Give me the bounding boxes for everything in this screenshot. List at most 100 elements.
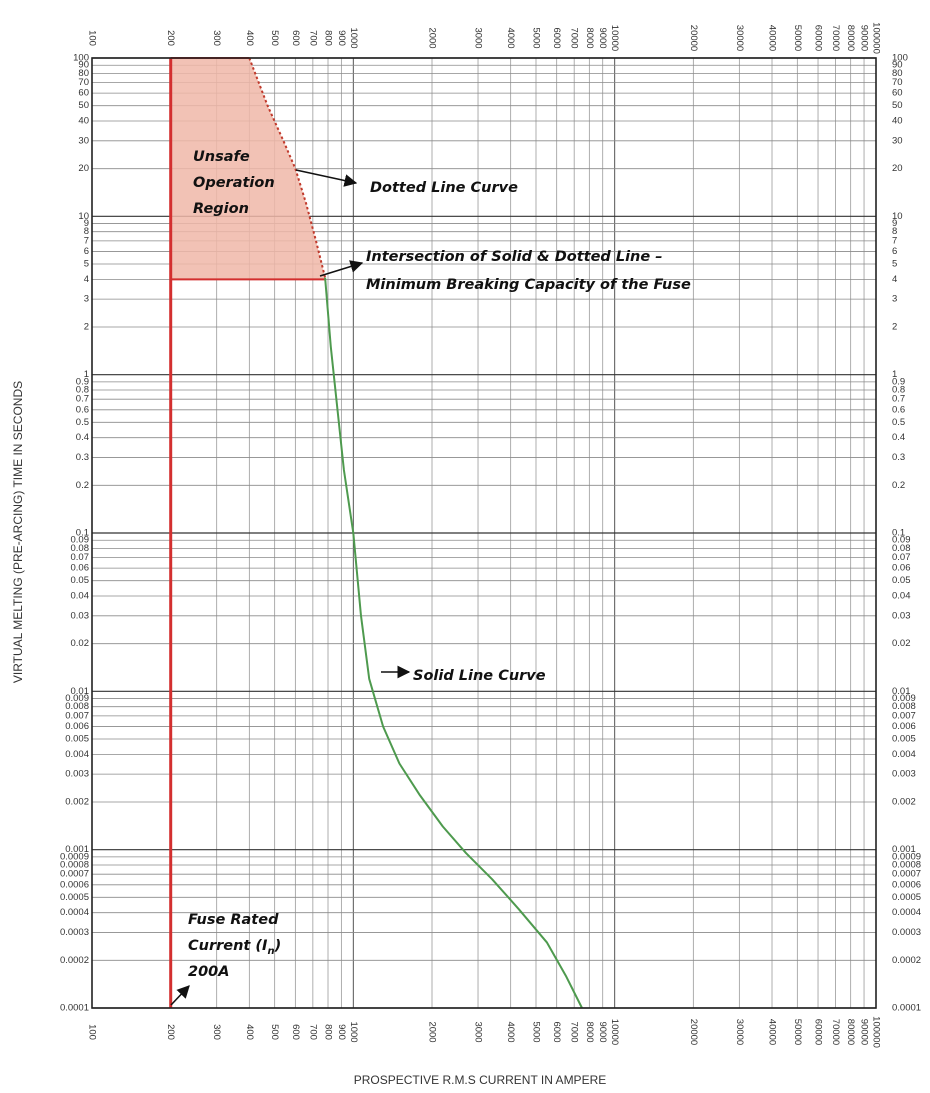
arrow-intersection — [319, 260, 364, 277]
x-tick-top-14: 6000 — [551, 27, 562, 48]
y-tick-left-52: 80 — [78, 68, 89, 79]
y-tick-left-38: 3 — [84, 294, 89, 305]
y-tick-left-46: 20 — [78, 163, 89, 174]
y-tick-left-30: 0.4 — [76, 432, 89, 443]
x-tick-bottom-5: 600 — [290, 1024, 301, 1040]
x-tick-bottom-2: 300 — [211, 1024, 222, 1040]
x-tick-bottom-19: 20000 — [688, 1019, 699, 1045]
x-tick-top-8: 900 — [336, 30, 347, 46]
series-layer — [169, 57, 583, 1009]
y-tick-left-14: 0.006 — [65, 721, 89, 732]
y-tick-left-37: 2 — [84, 322, 89, 333]
y-tick-right-49: 50 — [892, 100, 903, 111]
x-tick-bottom-4: 500 — [269, 1024, 280, 1040]
x-tick-bottom-9: 1000 — [348, 1021, 359, 1042]
y-tick-left-44: 9 — [84, 218, 89, 229]
y-tick-right-46: 20 — [892, 163, 903, 174]
y-tick-left-43: 8 — [84, 226, 89, 237]
x-tick-bottom-24: 70000 — [830, 1019, 841, 1045]
y-tick-right-41: 6 — [892, 246, 897, 257]
y-tick-right-17: 0.009 — [892, 693, 916, 704]
y-tick-right-50: 60 — [892, 88, 903, 99]
y-tick-right-1: 0.0002 — [892, 955, 921, 966]
y-tick-left-29: 0.3 — [76, 452, 89, 463]
y-tick-right-3: 0.0004 — [892, 907, 921, 918]
y-tick-right-27: 0.1 — [892, 528, 905, 539]
y-tick-left-36: 1 — [84, 369, 89, 380]
x-tick-bottom-1: 200 — [165, 1024, 176, 1040]
annotation-dotted-curve: Dotted Line Curve — [370, 180, 518, 196]
y-tick-right-53: 90 — [892, 60, 903, 71]
y-axis-label: VIRTUAL MELTING (PRE-ARCING) TIME IN SEC… — [11, 381, 25, 683]
y-tick-right-26: 0.09 — [892, 535, 911, 546]
y-tick-left-18: 0.01 — [71, 686, 90, 697]
y-tick-left-3: 0.0004 — [60, 907, 89, 918]
y-tick-left-50: 60 — [78, 88, 89, 99]
x-tick-top-26: 90000 — [859, 25, 870, 51]
arrow-dotted-curve — [295, 169, 358, 187]
x-tick-bottom-16: 8000 — [584, 1021, 595, 1042]
y-tick-left-34: 0.8 — [76, 385, 89, 396]
y-tick-left-10: 0.002 — [65, 797, 89, 808]
y-tick-left-48: 40 — [78, 116, 89, 127]
y-tick-right-38: 3 — [892, 294, 897, 305]
x-tick-bottom-18: 10000 — [609, 1019, 620, 1045]
x-tick-bottom-20: 30000 — [734, 1019, 745, 1045]
y-tick-left-17: 0.009 — [65, 693, 89, 704]
y-tick-left-0: 0.0001 — [60, 1003, 89, 1014]
x-tick-top-13: 5000 — [530, 27, 541, 48]
y-tick-right-36: 1 — [892, 369, 897, 380]
y-tick-right-11: 0.003 — [892, 769, 916, 780]
y-tick-left-32: 0.6 — [76, 404, 89, 415]
y-tick-left-45: 10 — [78, 211, 89, 222]
y-tick-right-54: 100 — [892, 53, 908, 64]
y-tick-right-31: 0.5 — [892, 417, 905, 428]
x-tick-top-5: 600 — [290, 30, 301, 46]
annotation-unsafe-1: Unsafe — [193, 149, 250, 165]
x-tick-top-18: 10000 — [609, 25, 620, 51]
y-tick-left-11: 0.003 — [65, 769, 89, 780]
y-tick-right-25: 0.08 — [892, 543, 911, 554]
x-tick-bottom-26: 90000 — [859, 1019, 870, 1045]
annotation-fuse-current: Current (I — [188, 938, 268, 954]
y-tick-left-39: 4 — [84, 274, 89, 285]
y-tick-right-40: 5 — [892, 258, 897, 269]
y-tick-left-53: 90 — [78, 60, 89, 71]
y-tick-left-33: 0.7 — [76, 394, 89, 405]
y-tick-right-39: 4 — [892, 274, 897, 285]
x-tick-top-6: 700 — [307, 30, 318, 46]
y-tick-right-7: 0.0008 — [892, 860, 921, 871]
x-tick-top-25: 80000 — [845, 25, 856, 51]
x-tick-bottom-0: 100 — [87, 1024, 98, 1040]
y-tick-left-23: 0.06 — [71, 563, 90, 574]
x-tick-top-24: 70000 — [830, 25, 841, 51]
x-tick-top-22: 50000 — [792, 25, 803, 51]
y-tick-left-31: 0.5 — [76, 417, 89, 428]
series-line-1 — [324, 277, 583, 1009]
y-tick-left-1: 0.0002 — [60, 955, 89, 966]
y-tick-left-35: 0.9 — [76, 376, 89, 387]
y-tick-left-21: 0.04 — [71, 591, 90, 602]
x-tick-top-10: 2000 — [427, 27, 438, 48]
x-tick-bottom-27: 100000 — [871, 1016, 882, 1048]
y-tick-left-8: 0.0009 — [60, 851, 89, 862]
y-tick-right-18: 0.01 — [892, 686, 911, 697]
y-tick-left-47: 30 — [78, 135, 89, 146]
y-tick-left-40: 5 — [84, 258, 89, 269]
x-tick-top-3: 400 — [244, 30, 255, 46]
series-line-0 — [248, 57, 327, 278]
x-tick-top-2: 300 — [211, 30, 222, 46]
annotation-fuse-subscript: n — [267, 946, 274, 957]
y-tick-right-15: 0.007 — [892, 710, 916, 721]
x-tick-bottom-12: 4000 — [505, 1021, 516, 1042]
x-tick-bottom-25: 80000 — [845, 1019, 856, 1045]
y-tick-right-33: 0.7 — [892, 394, 905, 405]
x-tick-bottom-6: 700 — [307, 1024, 318, 1040]
y-tick-right-6: 0.0007 — [892, 869, 921, 880]
y-tick-left-6: 0.0007 — [60, 869, 89, 880]
y-tick-right-30: 0.4 — [892, 432, 905, 443]
y-tick-left-19: 0.02 — [71, 638, 90, 649]
x-tick-top-16: 8000 — [584, 27, 595, 48]
x-tick-bottom-11: 3000 — [473, 1021, 484, 1042]
